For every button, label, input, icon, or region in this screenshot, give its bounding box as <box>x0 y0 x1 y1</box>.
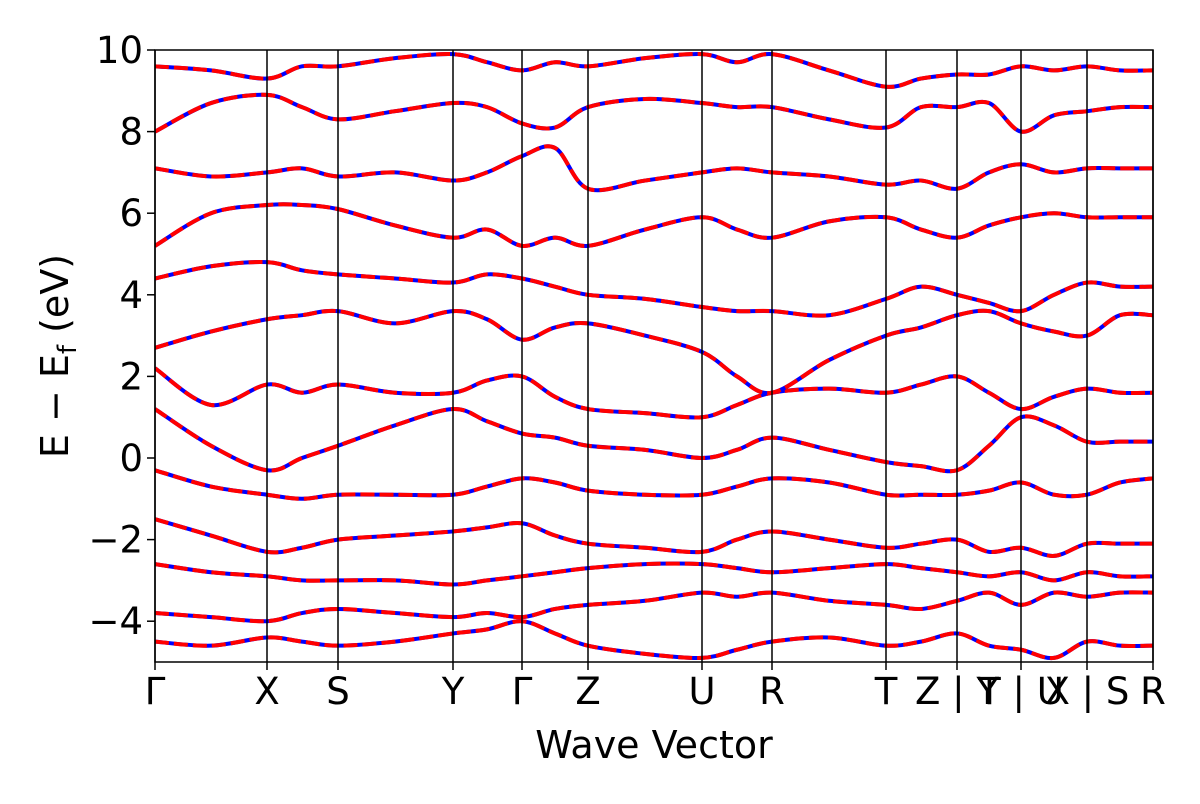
x-tick-label: R <box>759 670 785 713</box>
x-tick-label: Y <box>441 670 465 713</box>
x-tick-label: Γ <box>512 670 533 713</box>
y-tick-label: −4 <box>88 600 143 643</box>
plot-area <box>155 51 1153 661</box>
band-line <box>155 308 1153 396</box>
band-line <box>155 468 1153 501</box>
y-axis-label-main: E − E <box>33 354 77 458</box>
x-tick-label: U <box>688 670 715 713</box>
x-tick-label: X | S <box>1045 670 1130 713</box>
band-line <box>155 202 1153 248</box>
x-axis-label: Wave Vector <box>535 723 773 767</box>
y-tick-label: 4 <box>119 274 143 317</box>
x-tick-label: Γ <box>145 670 166 713</box>
band-line <box>155 590 1153 624</box>
plot-frame <box>154 49 1154 663</box>
band-line <box>155 619 1153 661</box>
x-tick-label: Z <box>575 670 600 713</box>
x-tick-label: Z | Y <box>915 670 999 713</box>
band-line <box>155 407 1153 474</box>
y-tick-label: 0 <box>119 437 143 480</box>
band-line <box>155 92 1153 134</box>
y-tick-label: 8 <box>119 111 143 154</box>
x-tick-label: X <box>254 670 279 713</box>
x-tick-label: T | U <box>977 670 1064 713</box>
y-axis-label-unit: (eV) <box>33 254 77 345</box>
y-axis-label-sub: f <box>53 344 83 354</box>
y-axis-label: E − Ef (eV) <box>33 254 83 458</box>
y-tick-label: 6 <box>119 192 143 235</box>
x-tick-label: T <box>874 670 898 713</box>
band-line <box>155 260 1153 318</box>
band-line <box>155 619 1153 661</box>
band-line <box>155 407 1153 474</box>
x-tick-label: S <box>326 670 350 713</box>
y-tick-label: 10 <box>96 29 143 72</box>
band-line <box>155 561 1153 587</box>
band-line <box>155 366 1153 420</box>
y-tick-label: −2 <box>88 519 143 562</box>
band-line <box>155 51 1153 89</box>
band-line <box>155 308 1153 396</box>
y-tick-label: 2 <box>119 355 143 398</box>
x-tick-label: R <box>1140 670 1166 713</box>
